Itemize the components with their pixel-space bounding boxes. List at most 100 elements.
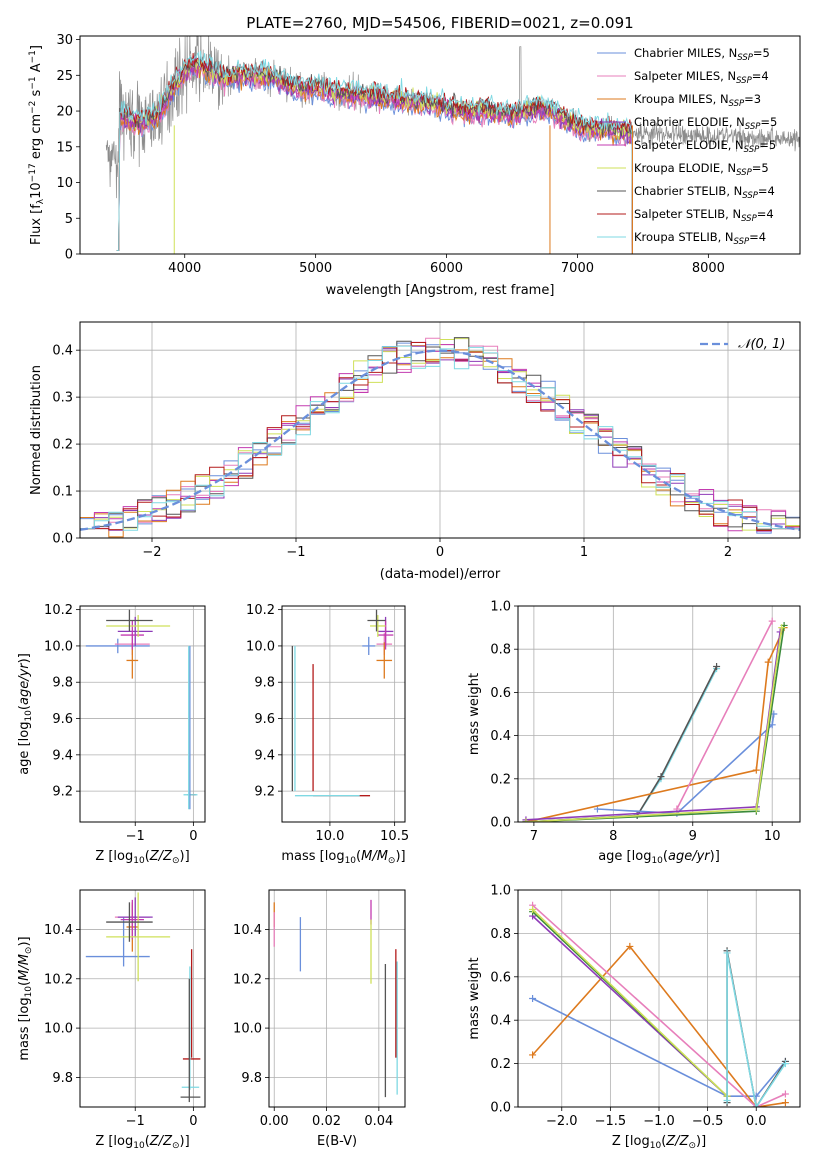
y-tick-label: 10.0 — [233, 1022, 262, 1037]
y-axis-label: Flux [fλ10−17 erg cm−2 s−1 A−1] — [28, 45, 46, 245]
panel-mass-vs-Z: −1 0 9.8 10.0 10.2 10.4 Z [log10(Z/Z⊙)] mass [l… — [17, 889, 206, 1151]
x-axis-label: E(B-V) — [317, 1134, 357, 1149]
weight-marker — [529, 1051, 537, 1059]
gaussian-reference-curve — [80, 349, 800, 531]
y-tick-label: 0 — [65, 248, 73, 263]
x-tick-label: −1.0 — [643, 1114, 675, 1129]
y-axis-label: mass weight — [467, 957, 482, 1039]
y-tick-label: 1.0 — [490, 600, 511, 615]
x-axis-label: Z [log10(Z/Z⊙)] — [612, 1134, 706, 1151]
y-tick-label: 0.0 — [490, 816, 511, 831]
y-tick-label: 9.6 — [52, 712, 73, 727]
y-tick-label: 0.0 — [490, 1101, 511, 1116]
y-axis-label: mass [log10(M/M⊙)] — [17, 936, 34, 1060]
y-tick-label: 9.8 — [241, 1071, 262, 1086]
y-tick-label: 0.6 — [490, 970, 511, 985]
x-axis-label: wavelength [Angstrom, rest frame] — [326, 283, 555, 298]
y-tick-label: 10.2 — [246, 603, 275, 618]
plot-area-age-vs-mass — [291, 609, 394, 797]
x-tick-label: 8 — [609, 829, 617, 844]
y-tick-label: 20 — [56, 105, 73, 120]
axes-frame — [281, 605, 406, 823]
x-tick-label: 0 — [436, 545, 444, 560]
y-tick-label: 15 — [56, 140, 73, 155]
weight-marker — [764, 658, 772, 666]
y-tick-label: 5 — [65, 212, 73, 227]
x-tick-label: 5000 — [299, 261, 332, 276]
y-tick-label: 1.0 — [490, 884, 511, 899]
x-tick-label: 0.02 — [312, 1114, 341, 1129]
weight-marker — [781, 1090, 789, 1098]
x-tick-label: 7 — [530, 829, 538, 844]
weight-marker — [752, 766, 760, 774]
plot-area-spectrum — [105, 36, 800, 254]
x-tick-label: 10.0 — [315, 829, 344, 844]
x-tick-label: 10.5 — [380, 829, 409, 844]
weight-marker — [752, 1103, 760, 1107]
y-tick-label: 30 — [56, 33, 73, 48]
x-tick-label: 2 — [724, 545, 732, 560]
x-axis-label: age [log10(age/yr)] — [598, 849, 720, 866]
y-tick-label: 0.3 — [52, 391, 73, 406]
legend-entry-3: Chabrier ELODIE, NSSP=5 — [634, 115, 777, 132]
x-tick-label: 0.0 — [746, 1114, 767, 1129]
legend-entry-4: Salpeter ELODIE, NSSP=5 — [634, 138, 776, 155]
weight-marker — [626, 942, 634, 950]
x-tick-label: 1 — [580, 545, 588, 560]
y-tick-label: 0.6 — [490, 686, 511, 701]
y-tick-label: 0.4 — [52, 344, 73, 359]
panel-mass-vs-EBV: 0.00 0.02 0.04 9.8 10.0 10.2 10.4 E(B-V) — [233, 889, 406, 1149]
legend-entry-gaussian: 𝒩(0, 1) — [738, 337, 785, 352]
legend-entry-6: Chabrier STELIB, NSSP=4 — [634, 184, 775, 201]
x-tick-label: 9 — [689, 829, 697, 844]
y-tick-label: 25 — [56, 69, 73, 84]
weight-marker — [778, 624, 786, 632]
y-tick-label: 9.2 — [52, 785, 73, 800]
x-tick-label: 4000 — [168, 261, 201, 276]
y-tick-label: 10.2 — [44, 972, 73, 987]
plot-area-residuals — [80, 337, 800, 538]
x-tick-label: −2.0 — [546, 1114, 578, 1129]
y-tick-label: 9.4 — [254, 748, 275, 763]
x-tick-label: 10 — [764, 829, 781, 844]
y-tick-label: 9.8 — [52, 1071, 73, 1086]
y-tick-label: 10.2 — [44, 603, 73, 618]
y-tick-label: 9.2 — [254, 785, 275, 800]
y-tick-label: 0.4 — [490, 1014, 511, 1029]
panel-age-vs-mass: 10.0 10.5 9.2 9.4 9.6 9.8 10.0 10.2 mass [log10(… — [246, 603, 409, 866]
x-tick-label: −1.5 — [595, 1114, 627, 1129]
y-tick-label: 9.6 — [254, 712, 275, 727]
x-tick-label: 0.04 — [364, 1114, 393, 1129]
x-tick-label: −1 — [126, 829, 145, 844]
x-tick-label: 0 — [189, 829, 197, 844]
weight-marker — [529, 906, 537, 914]
plot-area-mass-vs-EBV — [273, 899, 398, 1098]
plot-area-mass-vs-Z — [85, 892, 201, 1103]
y-tick-label: 10.4 — [233, 923, 262, 938]
panel-spectrum: 4000 5000 6000 7000 8000 0 5 10 15 20 25 30 Chabrier… — [28, 33, 801, 298]
legend-entry-7: Salpeter STELIB, NSSP=4 — [634, 207, 774, 224]
y-tick-label: 0.2 — [52, 438, 73, 453]
weight-line-3 — [525, 627, 785, 822]
weight-line-2 — [597, 713, 775, 815]
panel-age-vs-Z: −1 0 9.2 9.4 9.6 9.8 10.0 10.2 Z [log10(Z/Z⊙)] ag… — [17, 603, 206, 866]
weight-marker — [522, 818, 530, 822]
y-tick-label: 10.2 — [233, 972, 262, 987]
weight-marker — [723, 1096, 731, 1104]
weight-line-0 — [532, 997, 787, 1097]
y-tick-label: 10.0 — [44, 639, 73, 654]
x-axis-label: (data-model)/error — [380, 567, 501, 582]
panel-residuals: −2 −1 0 1 2 0.0 0.1 0.2 0.3 0.4 𝒩(0, 1) (data-model… — [29, 321, 801, 582]
model-line-8 — [116, 50, 633, 254]
weight-line-2 — [532, 904, 786, 1107]
y-tick-label: 10.0 — [246, 639, 275, 654]
x-tick-label: −1 — [126, 1114, 145, 1129]
plot-area-weight-vs-Z — [529, 901, 789, 1107]
x-tick-label: 0 — [189, 1114, 197, 1129]
x-axis-label: Z [log10(Z/Z⊙)] — [95, 1134, 189, 1151]
x-tick-label: −1 — [286, 545, 305, 560]
panel-weight-vs-Z: −2.0 −1.5 −1.0 −0.5 0.0 0.0 0.2 0.4 0.6 0.8 1.0 Z [… — [467, 884, 801, 1151]
x-tick-label: 7000 — [561, 261, 594, 276]
axes-frame — [79, 889, 206, 1108]
